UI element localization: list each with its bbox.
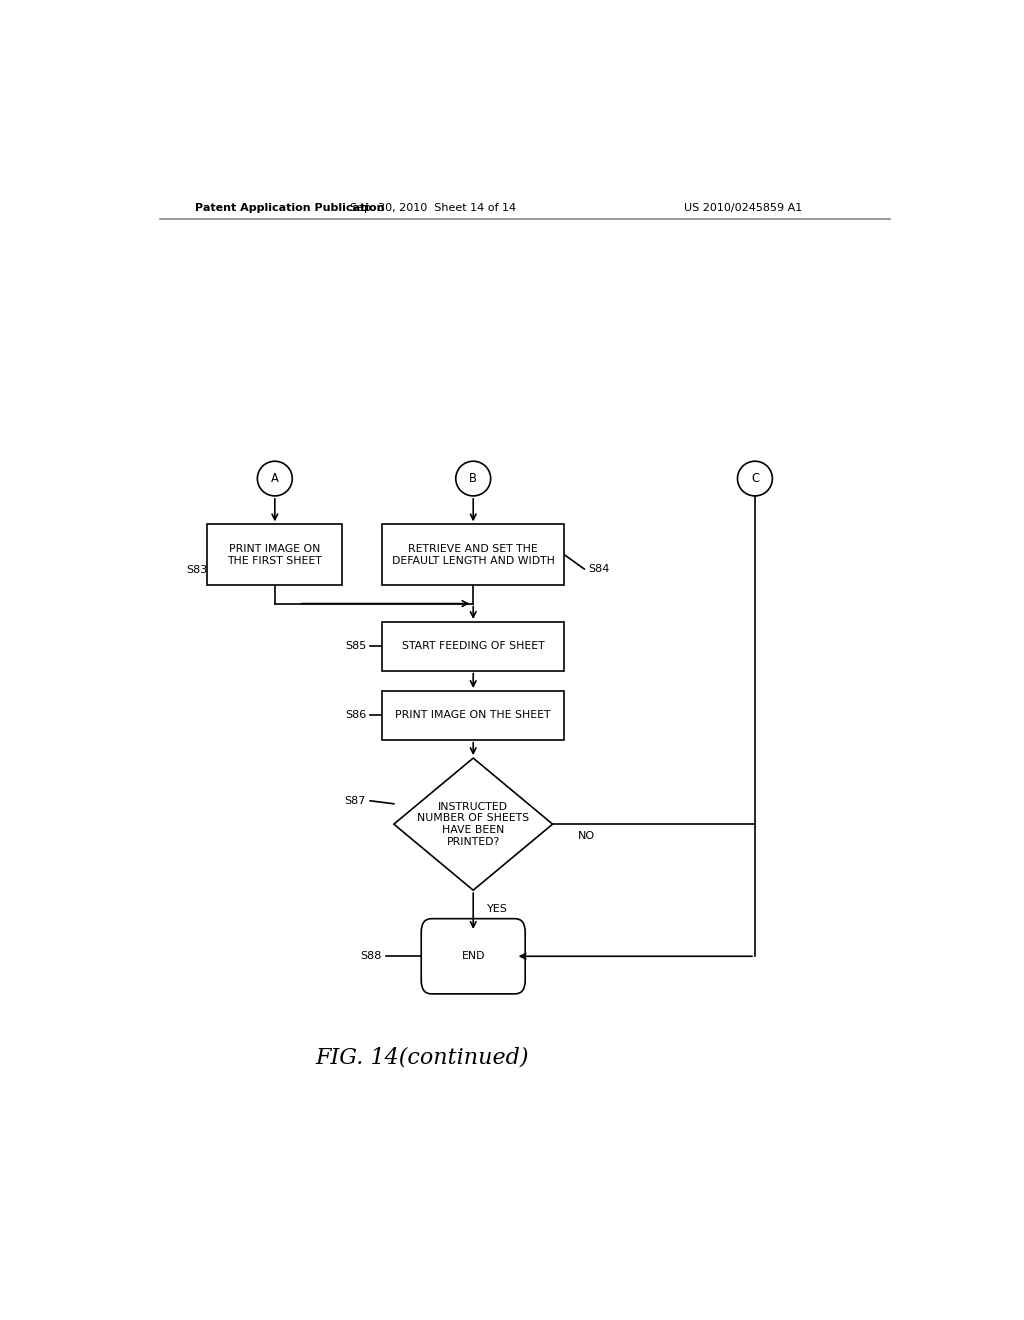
Text: B: B bbox=[469, 473, 477, 484]
Text: S86: S86 bbox=[345, 710, 367, 721]
Text: INSTRUCTED
NUMBER OF SHEETS
HAVE BEEN
PRINTED?: INSTRUCTED NUMBER OF SHEETS HAVE BEEN PR… bbox=[417, 801, 529, 846]
Text: PRINT IMAGE ON THE SHEET: PRINT IMAGE ON THE SHEET bbox=[395, 710, 551, 721]
Text: S83: S83 bbox=[186, 565, 207, 576]
Text: S85: S85 bbox=[345, 642, 367, 651]
FancyBboxPatch shape bbox=[382, 690, 564, 739]
FancyBboxPatch shape bbox=[207, 524, 342, 585]
Text: C: C bbox=[751, 473, 759, 484]
Ellipse shape bbox=[257, 461, 292, 496]
Ellipse shape bbox=[737, 461, 772, 496]
Text: S88: S88 bbox=[360, 952, 382, 961]
Text: S87: S87 bbox=[345, 796, 367, 805]
FancyBboxPatch shape bbox=[382, 622, 564, 671]
Polygon shape bbox=[394, 758, 553, 890]
Text: NO: NO bbox=[578, 832, 595, 841]
Text: START FEEDING OF SHEET: START FEEDING OF SHEET bbox=[401, 642, 545, 651]
Text: US 2010/0245859 A1: US 2010/0245859 A1 bbox=[684, 203, 802, 214]
Text: RETRIEVE AND SET THE
DEFAULT LENGTH AND WIDTH: RETRIEVE AND SET THE DEFAULT LENGTH AND … bbox=[392, 544, 555, 565]
Text: Patent Application Publication: Patent Application Publication bbox=[196, 203, 385, 214]
Text: PRINT IMAGE ON
THE FIRST SHEET: PRINT IMAGE ON THE FIRST SHEET bbox=[227, 544, 323, 565]
Text: Sep. 30, 2010  Sheet 14 of 14: Sep. 30, 2010 Sheet 14 of 14 bbox=[350, 203, 516, 214]
FancyBboxPatch shape bbox=[382, 524, 564, 585]
Text: A: A bbox=[271, 473, 279, 484]
Text: FIG. 14(continued): FIG. 14(continued) bbox=[315, 1047, 528, 1069]
FancyBboxPatch shape bbox=[421, 919, 525, 994]
Text: YES: YES bbox=[486, 903, 508, 913]
Text: S84: S84 bbox=[588, 564, 609, 574]
Text: END: END bbox=[462, 952, 485, 961]
Ellipse shape bbox=[456, 461, 490, 496]
